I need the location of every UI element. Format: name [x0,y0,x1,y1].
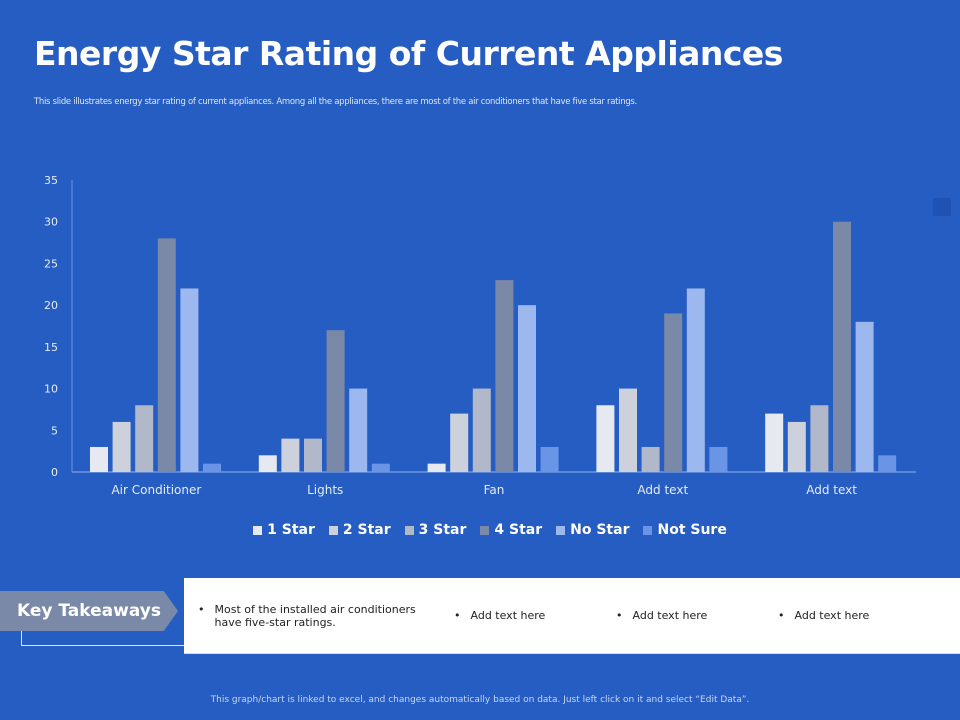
takeaways-box: • Most of the installed air conditioners … [184,578,960,654]
bar-no-star [855,321,874,472]
chart-legend: 1 Star 2 Star 3 Star 4 Star No Star Not Sure [0,522,960,538]
y-tick-label: 5 [51,424,58,437]
bar-3-star [304,438,322,472]
x-tick-label: Lights [307,483,343,497]
legend-item: Not Sure [643,522,727,538]
legend-item: 2 Star [328,522,391,538]
bar-3-star [641,446,660,472]
key-takeaways-label: Key Takeaways [0,591,178,631]
takeaway-item: • Add text here [616,609,707,622]
y-tick-label: 15 [44,341,58,354]
legend-swatch [480,525,490,535]
legend-label: 1 Star [267,522,315,538]
legend-item: 1 Star [253,522,315,538]
legend-item: 4 Star [480,522,542,538]
bar-not-sure [878,455,897,472]
bar-4-star [157,238,176,472]
bar-no-star [518,305,536,472]
bar-4-star [664,313,683,472]
x-tick-label: Air Conditioner [111,483,201,497]
legend-label: 2 Star [342,522,391,538]
legend-item: 3 Star [404,522,467,538]
y-tick-label: 25 [44,257,58,270]
bullet-icon: • [616,609,623,622]
bar-chart: 0 5 10 15 20 25 30 35 Air Conditioner Lights Fan Ad… [44,174,916,497]
y-tick-label: 10 [44,383,58,396]
y-tick-label: 20 [44,299,58,312]
legend-item: No Star [556,522,629,538]
footer-note: This graph/chart is linked to excel, and… [210,695,750,705]
bullet-icon: • [454,609,461,622]
bar-no-star [180,288,199,472]
bar-4-star [326,330,345,472]
takeaway-item: • Add text here [778,609,869,622]
bar-2-star [450,413,469,472]
legend-label: No Star [570,522,630,538]
page-title: Energy Star Rating of Current Appliances [34,34,783,73]
bar-1-star [596,405,615,472]
y-tick-label: 35 [44,174,58,187]
bar-2-star [787,421,806,472]
bar-2-star [112,421,131,472]
takeaway-text: Add text here [470,609,546,622]
takeaway-text: Add text here [794,609,870,622]
legend-swatch [328,525,338,535]
bar-no-star [686,288,705,472]
bar-1-star [90,446,108,472]
takeaway-item: • Most of the installed air conditioners … [198,603,438,629]
bar-3-star [135,405,154,472]
bar-1-star [258,455,277,472]
y-tick-label: 30 [44,216,58,229]
legend-label: 4 Star [494,522,543,538]
legend-label: Not Sure [657,522,727,538]
x-tick-label: Add text [637,483,688,497]
connector-line [21,631,191,646]
takeaway-text: Most of the installed air conditioners h… [214,602,416,629]
bar-1-star [765,413,784,472]
legend-swatch [556,525,566,535]
bar-not-sure [709,446,728,472]
bar-4-star [495,280,514,472]
bullet-icon: • [198,602,205,616]
legend-swatch [643,525,653,535]
decorative-square [933,198,951,216]
bar-no-star [349,388,368,472]
legend-swatch [404,525,414,535]
bar-3-star [472,388,491,472]
bar-3-star [810,405,829,472]
legend-label: 3 Star [418,522,467,538]
bar-not-sure [540,446,559,472]
takeaway-text: Add text here [632,609,708,622]
bar-2-star [281,438,300,472]
bar-2-star [619,388,637,472]
bar-not-sure [203,463,221,472]
bullet-icon: • [778,609,785,622]
x-tick-label: Fan [484,483,505,497]
page-subtitle: This slide illustrates energy star ratin… [34,97,637,107]
bar-not-sure [371,463,390,472]
y-tick-label: 0 [51,466,58,479]
bar-1-star [427,463,446,472]
x-tick-label: Add text [806,483,857,497]
takeaway-item: • Add text here [454,609,545,622]
bar-4-star [833,221,851,472]
legend-swatch [253,525,263,535]
